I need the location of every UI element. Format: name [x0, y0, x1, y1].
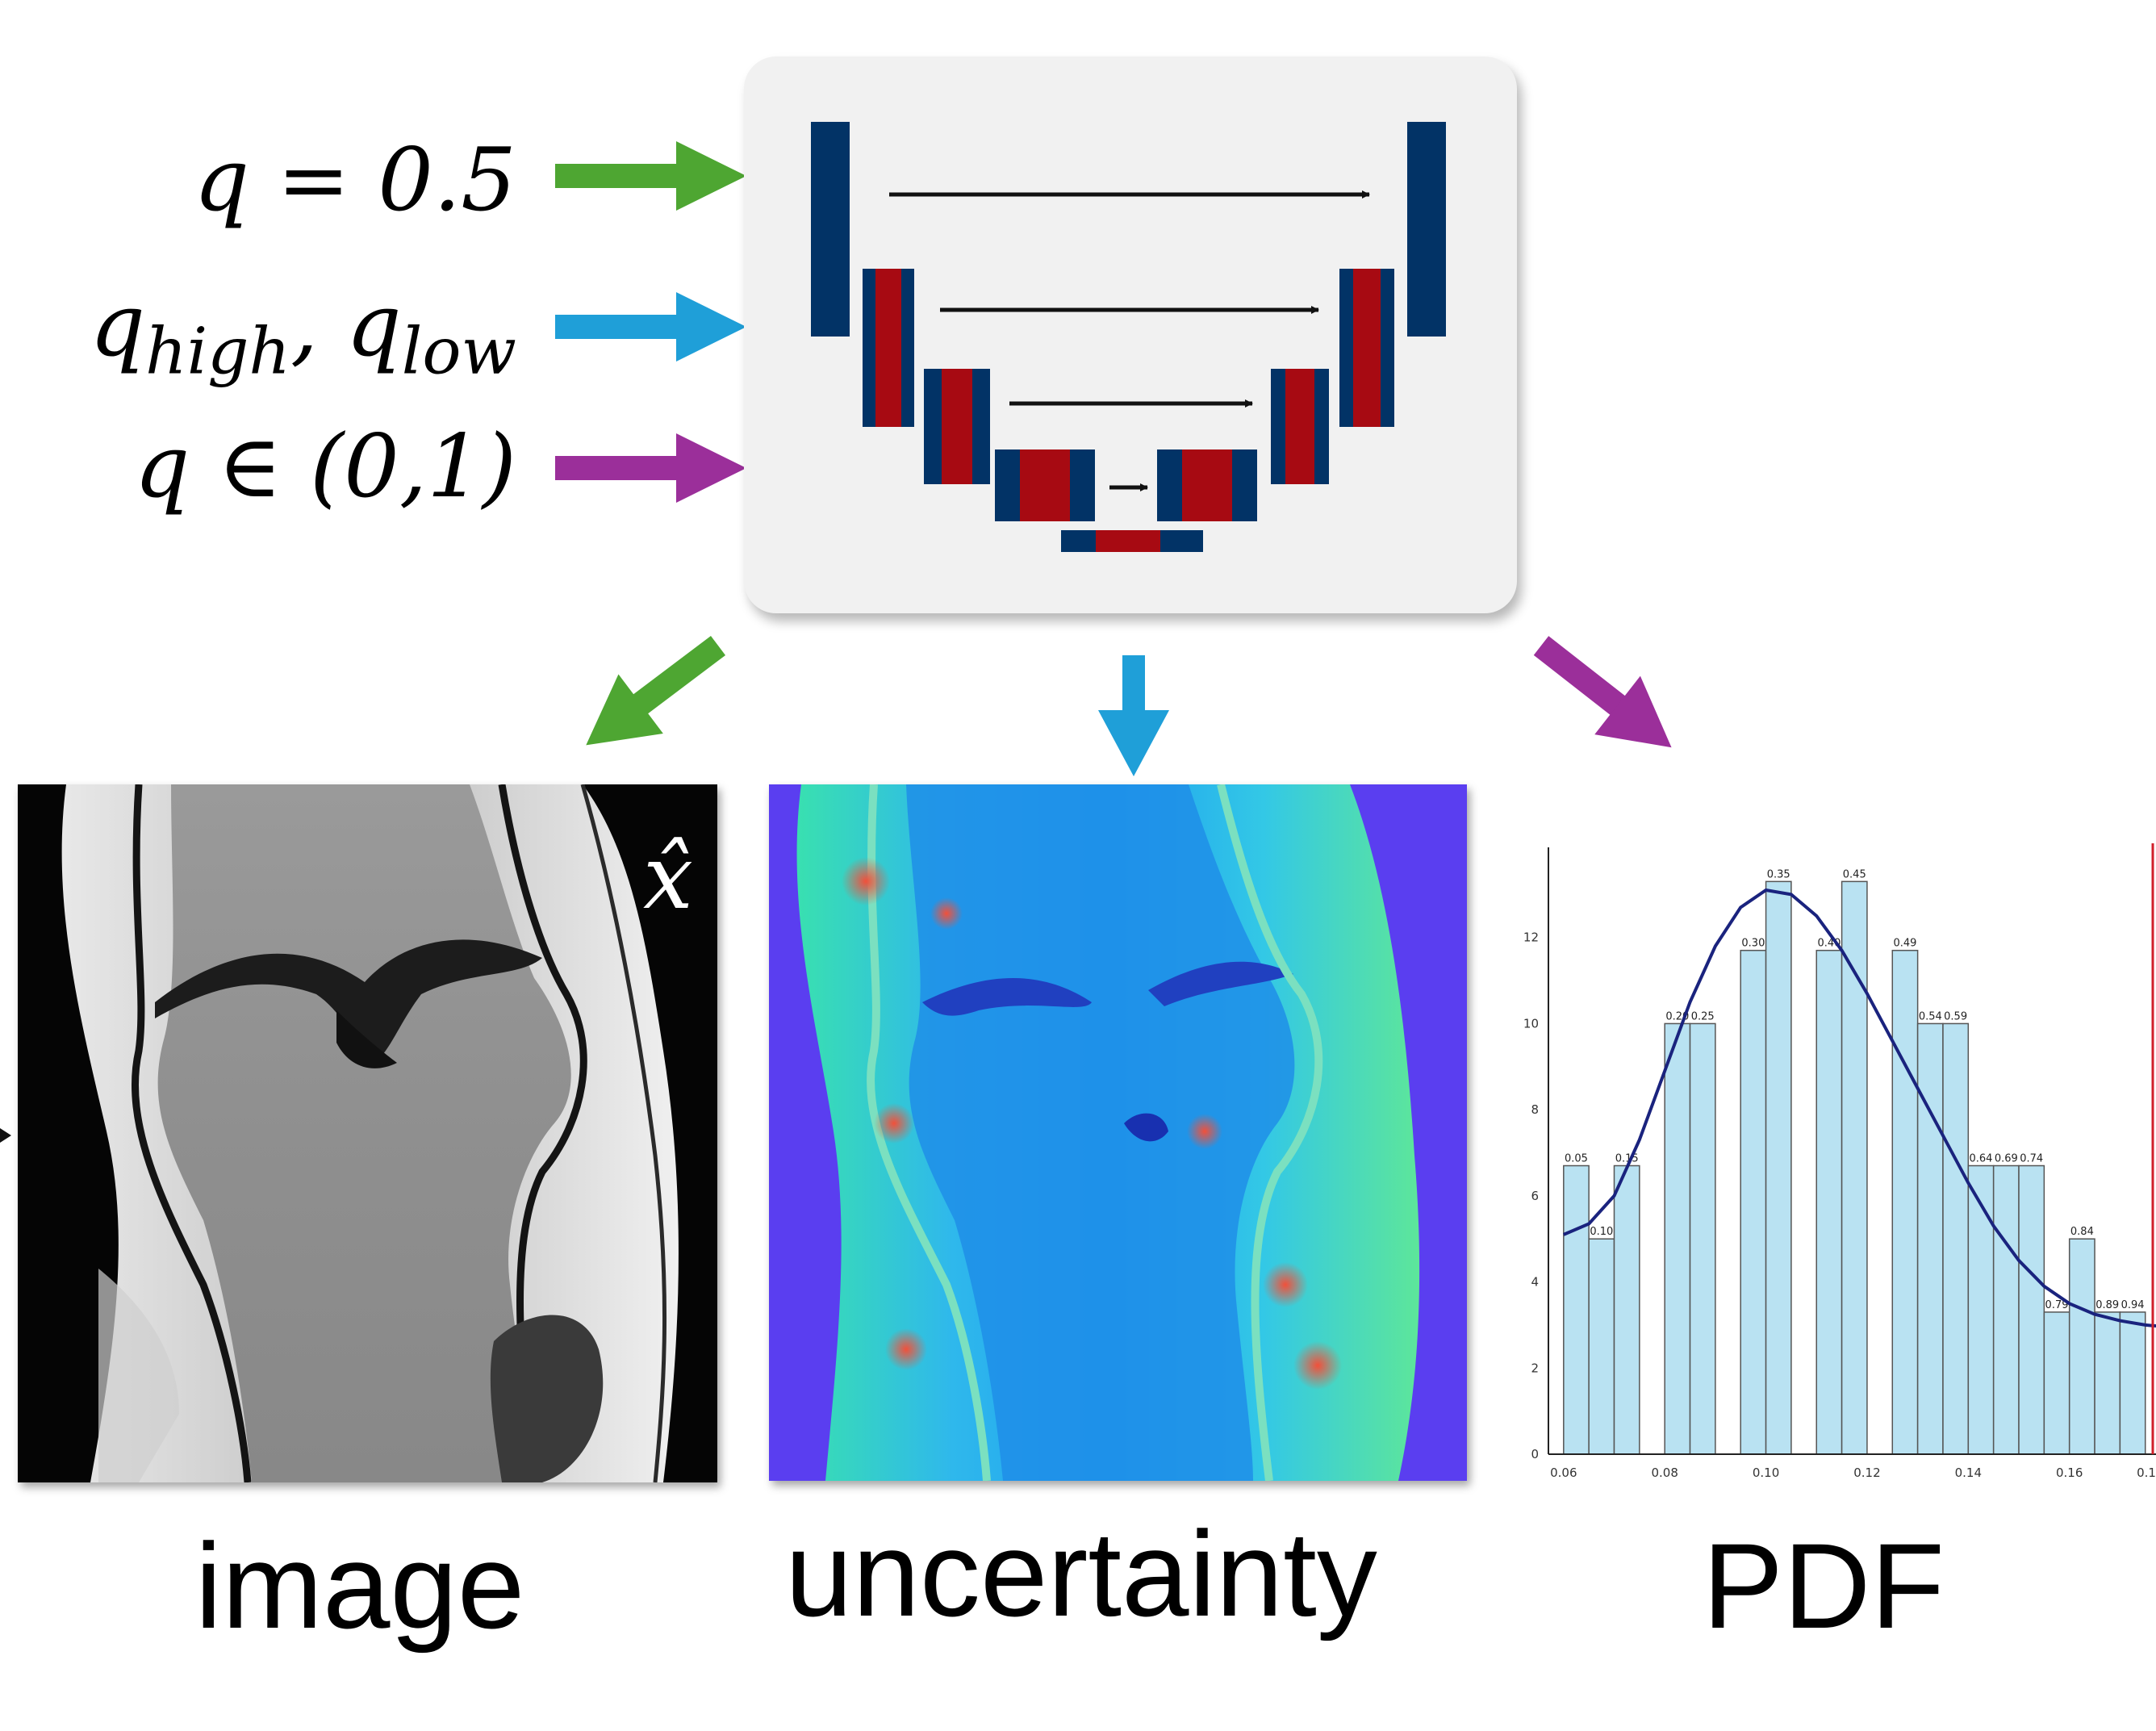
uncertainty-map: [769, 783, 1467, 1482]
q-range-text: q ∈ (0,1): [134, 416, 516, 517]
density-curve: [1563, 888, 2156, 1328]
pdf-histogram-chart: 0.050.100.150.20 0.250.300.350.400.450.49…: [1523, 843, 2156, 1480]
green-input-arrow: [555, 141, 746, 211]
histogram-bar: [1815, 949, 1843, 1455]
histogram-bar: [1765, 880, 1792, 1455]
histogram-bar: [1841, 880, 1868, 1455]
x-tick-label: 0.08: [1651, 1465, 1678, 1480]
y-tick-labels: 0 2 4 6 8 10 12: [1523, 930, 1539, 1461]
histogram-bar: [1689, 1022, 1716, 1455]
x-tick-label: 0.12: [1853, 1465, 1880, 1480]
histogram-bar: [1967, 1164, 1995, 1455]
bar-value-label: 0.35: [1767, 868, 1790, 880]
q-median-text: q = 0.5: [193, 130, 516, 231]
bar-value-label: 0.05: [1565, 1153, 1588, 1165]
y-tick-label: 0: [1531, 1447, 1539, 1461]
unet-box: [744, 56, 1517, 613]
bar-value-label: 0.74: [2020, 1153, 2043, 1165]
x-tick-label: 0.14: [1955, 1465, 1982, 1480]
bar-value-label: 0.54: [1919, 1010, 1942, 1022]
histogram-bar: [2018, 1164, 2045, 1455]
y-tick-label: 2: [1531, 1361, 1539, 1375]
bar-value-label: 0.89: [2095, 1299, 2119, 1311]
histogram-bar-labels: 0.050.100.150.20 0.250.300.350.400.450.49…: [1565, 868, 2145, 1311]
q-high-subscript: high: [145, 313, 290, 389]
y-tick-label: 10: [1523, 1016, 1539, 1031]
blue-output-arrow: [1098, 655, 1169, 776]
histogram-bar: [1992, 1164, 2020, 1455]
bar-value-label: 0.30: [1741, 938, 1765, 950]
decoder-block-4: [1157, 449, 1257, 521]
histogram-bar: [1740, 949, 1767, 1455]
histogram-bar: [2094, 1311, 2121, 1455]
bar-value-label: 0.79: [2045, 1299, 2069, 1311]
histogram-bar: [1916, 1022, 1944, 1455]
histogram-bar: [1563, 1164, 1590, 1455]
bar-value-label: 0.25: [1691, 1010, 1715, 1022]
mri-image: [18, 784, 717, 1483]
uncertainty-map-panel: [769, 783, 1467, 1482]
bar-value-label: 0.94: [2121, 1299, 2145, 1311]
bar-value-label: 0.15: [1615, 1153, 1639, 1165]
histogram-bars: [1563, 880, 2146, 1455]
bar-value-label: 0.10: [1590, 1226, 1613, 1238]
histogram-bar: [1588, 1238, 1615, 1455]
histogram-bar: [2068, 1238, 2095, 1455]
bar-value-label: 0.59: [1944, 1010, 1967, 1022]
q-median-label: q = 0.5: [16, 137, 516, 224]
encoder-block-2: [863, 269, 914, 427]
y-tick-label: 8: [1531, 1102, 1539, 1117]
purple-input-arrow: [555, 433, 746, 503]
blue-input-arrow: [555, 292, 746, 362]
bar-value-label: 0.45: [1843, 868, 1866, 880]
encoder-block-4: [995, 449, 1095, 521]
decoder-block-1: [1407, 122, 1446, 337]
bar-value-label: 0.64: [1970, 1153, 1993, 1165]
green-output-arrow: [586, 636, 726, 746]
uncertainty-caption: uncertainty: [785, 1506, 1377, 1641]
encoder-block-1: [811, 122, 850, 337]
q-high-low-label: qhigh, qlow: [16, 282, 516, 384]
mri-image-panel: x̂: [18, 784, 717, 1483]
x-tick-label: 0.10: [1753, 1465, 1779, 1480]
encoder-block-3: [924, 369, 990, 484]
left-edge-marker: [0, 1128, 11, 1143]
histogram-bar: [2119, 1311, 2146, 1455]
y-tick-label: 6: [1531, 1189, 1539, 1203]
decoder-block-2: [1339, 269, 1394, 427]
histogram-bar: [1942, 1022, 1970, 1455]
q-range-label: q ∈ (0,1): [16, 424, 516, 511]
bar-value-label: 0.49: [1893, 938, 1916, 950]
purple-output-arrow: [1533, 636, 1672, 748]
x-tick-label: 0.1: [2137, 1465, 2156, 1480]
pdf-caption: PDF: [1703, 1518, 1945, 1654]
q-high-symbol: q: [89, 275, 146, 376]
q-separator: ,: [290, 275, 346, 376]
x-tick-label: 0.16: [2056, 1465, 2083, 1480]
x-tick-label: 0.06: [1550, 1465, 1577, 1480]
q-low-subscript: low: [401, 313, 516, 389]
histogram-bar: [1891, 949, 1919, 1455]
q-low-symbol: q: [345, 275, 402, 376]
histogram-bar: [2043, 1311, 2070, 1455]
histogram-bar: [1613, 1164, 1640, 1455]
histogram-bar: [1664, 1022, 1691, 1455]
decoder-block-3: [1271, 369, 1329, 484]
image-caption: image: [194, 1518, 525, 1654]
x-hat-label: x̂: [642, 826, 693, 929]
y-tick-label: 4: [1531, 1275, 1539, 1290]
bottleneck-block: [1061, 530, 1203, 552]
bar-value-label: 0.69: [1995, 1153, 2018, 1165]
y-tick-label: 12: [1523, 930, 1539, 945]
unet-diagram: [811, 122, 1446, 552]
bar-value-label: 0.84: [2070, 1226, 2094, 1238]
x-tick-labels: 0.06 0.08 0.10 0.12 0.14 0.16 0.1: [1550, 1465, 2156, 1480]
